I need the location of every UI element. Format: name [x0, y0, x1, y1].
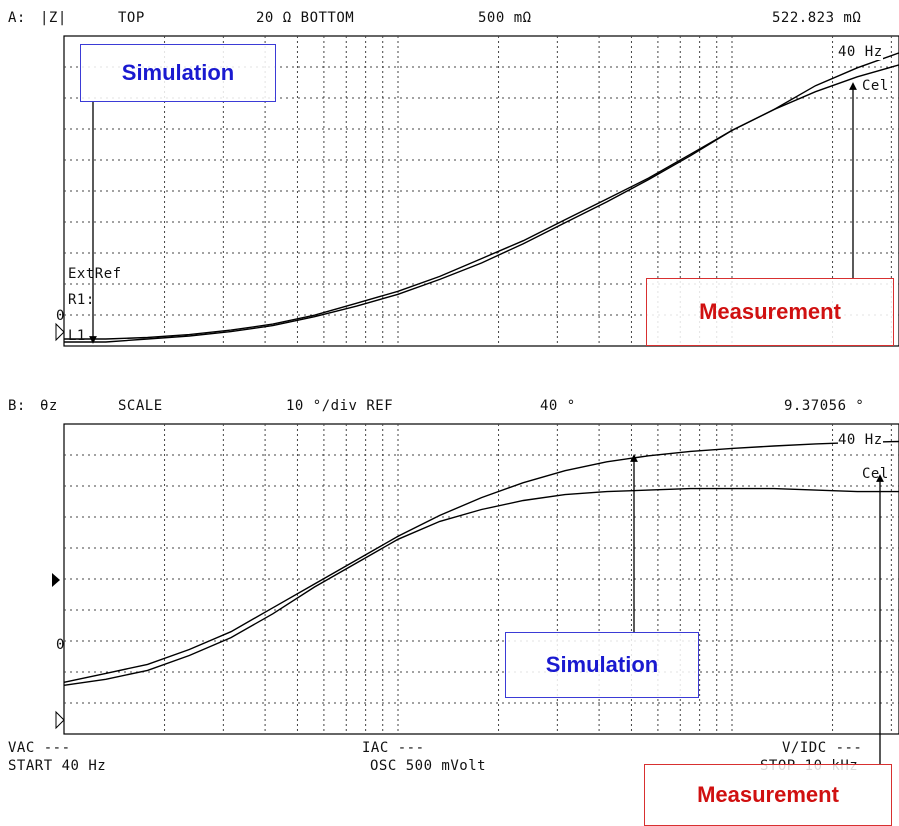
simulation-annotation-a: Simulation — [80, 44, 276, 102]
marker-freq-b: 40 Hz — [838, 432, 883, 448]
ref-marker-1 — [55, 710, 65, 730]
vac-label: VAC --- — [8, 740, 71, 756]
series-measurement-line — [64, 64, 899, 343]
panel-b-param: θz — [40, 398, 58, 414]
simulation-annotation-b: Simulation — [505, 632, 699, 698]
impedance-series — [63, 52, 899, 686]
ref-level-arrow — [52, 573, 60, 587]
measurement-annotation-b: Measurement — [644, 764, 892, 826]
zero-label-b: 0 — [56, 637, 65, 653]
panel-a-param: |Z| — [40, 10, 67, 26]
series-measurement-line — [63, 487, 899, 686]
ref-marker-0 — [55, 322, 65, 342]
panel-a-top-value: 20 Ω BOTTOM — [256, 10, 355, 26]
panel-b-ref-value: 40 ° — [540, 398, 576, 414]
marker-freq-a: 40 Hz — [838, 44, 883, 60]
iac-label: IAC --- — [362, 740, 425, 756]
impedance-grid — [52, 35, 899, 735]
series-simulation-line — [63, 440, 899, 683]
panel-b-scale-value: 10 °/div REF — [286, 398, 394, 414]
panel-b-label: B: — [8, 398, 26, 414]
panel-a-label: A: — [8, 10, 26, 26]
panel-a-bottom-value: 500 mΩ — [478, 10, 532, 26]
panel-b-scale-label: SCALE — [118, 398, 163, 414]
panel-a-marker-value: 522.823 mΩ — [772, 10, 862, 26]
marker-name-a: Cel — [862, 78, 889, 94]
panel-b-marker-value: 9.37056 ° — [784, 398, 865, 414]
zero-label-a: 0 — [56, 308, 65, 324]
osc-label: OSC 500 mVolt — [370, 758, 487, 774]
measurement-annotation-a: Measurement — [646, 278, 894, 346]
ext-ref-label: ExtRef — [68, 266, 122, 282]
vidc-label: V/IDC --- — [782, 740, 863, 756]
panel-a-top-label: TOP — [118, 10, 145, 26]
l1-label: L1 — [68, 328, 86, 344]
marker-name-b: Cel — [862, 466, 889, 482]
r1-label: R1: — [68, 292, 95, 308]
start-label: START 40 Hz — [8, 758, 107, 774]
